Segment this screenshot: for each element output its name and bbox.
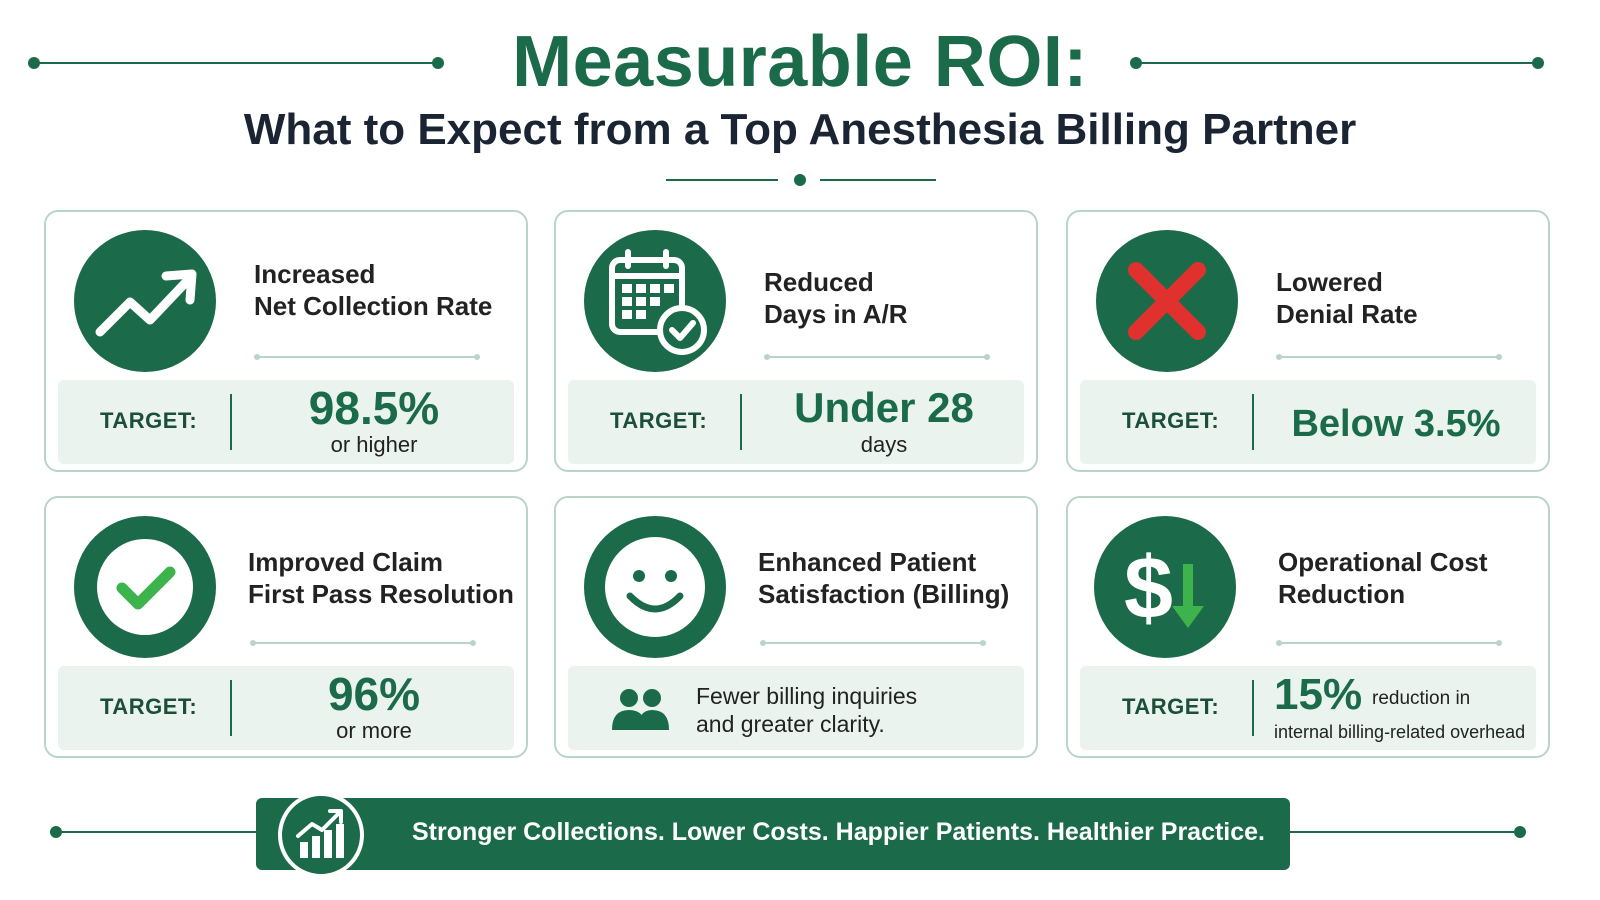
target-label: TARGET: (610, 408, 708, 433)
card-operational-cost: $ Operational Cost Reduction TARGET: 15%… (1066, 496, 1550, 758)
card-title: Operational Cost Reduction (1278, 547, 1488, 609)
target-qualifier: days (860, 432, 908, 457)
card-title: Reduced Days in A/R (764, 267, 908, 329)
header-rule-right-dot-start (1130, 57, 1142, 69)
smiley-face-icon (584, 516, 726, 658)
red-x-icon (1096, 230, 1238, 372)
check-circle-icon (74, 516, 216, 658)
target-divider (230, 394, 232, 450)
svg-text:$: $ (1124, 538, 1173, 637)
page-title: Measurable ROI: (512, 22, 1088, 102)
header-rule-left (34, 62, 438, 64)
card-title: Lowered Denial Rate (1276, 267, 1418, 329)
target-panel: TARGET: 15% reduction in internal billin… (1080, 666, 1536, 750)
card-net-collection-rate: Increased Net Collection Rate TARGET: 98… (44, 210, 528, 472)
header-rule-left-dot-start (28, 57, 40, 69)
note-text: Fewer billing inquiries and greater clar… (696, 683, 918, 737)
subtitle-rule-right (820, 179, 936, 181)
target-qualifier: internal billing-related overhead (1274, 722, 1526, 742)
card-divider (254, 354, 480, 360)
target-value: Below 3.5% (1291, 403, 1501, 445)
target-label: TARGET: (1122, 408, 1220, 433)
card-divider (1276, 354, 1502, 360)
dollar-down-arrow-icon: $ (1094, 516, 1236, 658)
banner-rule-right-dot (1514, 826, 1526, 838)
header-rule-left-dot-end (432, 57, 444, 69)
subtitle-center-dot (794, 174, 806, 186)
card-divider (760, 640, 986, 646)
card-first-pass-resolution: Improved Claim First Pass Resolution TAR… (44, 496, 528, 758)
target-panel: TARGET: 96% or more (58, 666, 514, 750)
card-divider (250, 640, 476, 646)
banner-rule-right (1286, 831, 1520, 833)
target-panel: TARGET: 98.5% or higher (58, 380, 514, 464)
target-panel: TARGET: Below 3.5% (1080, 380, 1536, 464)
card-title: Improved Claim First Pass Resolution (248, 547, 514, 609)
banner-rule-left-dot (50, 826, 62, 838)
target-label: TARGET: (100, 408, 198, 433)
bar-chart-growth-icon (278, 792, 364, 878)
card-days-in-ar: Reduced Days in A/R TARGET: Under 28 day… (554, 210, 1038, 472)
trending-up-icon (74, 230, 216, 372)
target-qualifier: or more (336, 718, 412, 743)
banner-text: Stronger Collections. Lower Costs. Happi… (412, 818, 1266, 846)
card-divider (1276, 640, 1502, 646)
card-title: Enhanced Patient Satisfaction (Billing) (758, 547, 1010, 609)
target-value: 96% (327, 668, 421, 720)
note-panel: Fewer billing inquiries and greater clar… (568, 666, 1024, 750)
target-value: 15% (1274, 670, 1363, 719)
people-icon (612, 689, 669, 730)
target-qualifier: or higher (330, 432, 418, 457)
card-divider (764, 354, 990, 360)
summary-banner: Stronger Collections. Lower Costs. Happi… (256, 798, 1290, 870)
target-label: TARGET: (1122, 694, 1220, 719)
target-value-suffix: reduction in (1372, 688, 1471, 709)
target-divider (740, 394, 742, 450)
card-patient-satisfaction: Enhanced Patient Satisfaction (Billing) … (554, 496, 1038, 758)
subtitle-rule-left (666, 179, 778, 181)
header-rule-right-dot-end (1532, 57, 1544, 69)
target-label: TARGET: (100, 694, 198, 719)
target-divider (230, 680, 232, 736)
calendar-check-icon (584, 230, 726, 372)
target-divider (1252, 680, 1254, 736)
target-value: 98.5% (308, 382, 440, 434)
target-divider (1252, 394, 1254, 450)
card-denial-rate: Lowered Denial Rate TARGET: Below 3.5% (1066, 210, 1550, 472)
header-rule-right (1136, 62, 1538, 64)
banner-rule-left (56, 831, 260, 833)
target-panel: TARGET: Under 28 days (568, 380, 1024, 464)
target-value: Under 28 (794, 384, 974, 431)
card-title: Increased Net Collection Rate (254, 259, 493, 321)
page-subtitle: What to Expect from a Top Anesthesia Bil… (243, 105, 1357, 154)
